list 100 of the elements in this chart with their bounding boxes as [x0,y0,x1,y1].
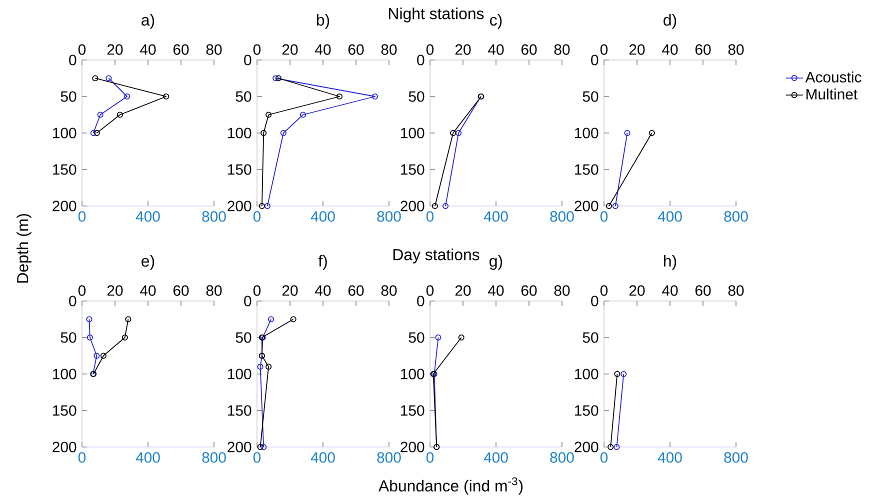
x2-tick-label: 80 [206,285,222,296]
y-tick-label: 50 [236,332,252,343]
x-tick-label: 400 [484,452,508,463]
x-tick-label: 800 [377,211,401,222]
chart-title: e) [142,254,154,270]
x2-tick-label: 0 [78,285,86,296]
y-tick-label: 150 [53,164,76,175]
y-tick-label: 0 [591,54,598,66]
x-tick-label: 400 [136,452,160,463]
x2-tick-label: 80 [381,44,397,55]
x2-tick-label: 20 [455,44,471,55]
y-tick-label: 100 [53,368,76,380]
x2-tick-label: 0 [78,44,86,55]
x-tick-label: 400 [658,452,682,463]
y-tick-label: 50 [408,91,424,102]
x2-tick-label: 20 [282,285,298,296]
y-tick-label: 50 [60,332,76,343]
x-tick-label: 0 [426,452,434,463]
point [122,334,128,341]
legend-label: Multinet [806,88,858,100]
point [266,112,272,118]
chart-title: g) [490,254,502,270]
point [450,130,456,136]
x-tick-label: 800 [724,452,748,463]
x2-tick-label: 0 [426,285,434,296]
x2-tick-label: 40 [488,285,504,296]
x2-tick-label: 60 [173,285,189,296]
y-tick-label: 50 [582,332,598,343]
chart-title: h) [664,254,676,270]
x2-tick-label: 60 [348,44,364,55]
x2-tick-label: 80 [206,44,222,55]
x2-tick-label: 0 [253,44,261,55]
x-tick-label: 800 [202,452,226,463]
x-tick-label: 0 [253,211,261,222]
x2-tick-label: 0 [426,44,434,55]
x-tick-label: 400 [658,211,682,222]
x-tick-label: 800 [202,211,226,222]
text: Night stations [389,8,484,22]
x2-tick-label: 40 [662,44,678,55]
x2-tick-label: 80 [381,285,397,296]
y-tick-label: 100 [401,368,424,380]
x-tick-label: 0 [600,211,608,222]
x2-tick-label: 40 [140,44,156,55]
x-tick-label: 0 [426,211,434,222]
y-tick-label: 0 [244,54,252,66]
x2-tick-label: 60 [695,285,711,296]
x2-tick-label: 20 [107,285,123,296]
y-tick-label: 100 [401,128,424,138]
point [100,352,106,359]
x2-tick-label: 80 [728,44,744,55]
x-tick-label: 0 [600,452,608,463]
x-tick-label: 400 [136,211,160,222]
text: Day stations [393,248,480,264]
y-tick-label: 0 [244,296,252,306]
y-tick-label: 0 [69,54,76,66]
x2-tick-label: 20 [282,44,298,55]
x2-tick-label: 60 [695,44,711,55]
y-tick-label: 150 [53,405,76,416]
x-tick-label: 800 [377,452,401,463]
y-tick-label: 0 [417,296,424,306]
x2-tick-label: 60 [173,44,189,55]
y-tick-label: 150 [575,164,598,175]
y-tick-label: 150 [228,164,252,175]
x2-tick-label: 40 [662,285,678,296]
y-tick-label: 50 [60,91,76,102]
y-tick-label: 200 [52,442,76,452]
y-tick-label: 200 [574,442,598,452]
x2-tick-label: 60 [348,285,364,296]
y-tick-label: 200 [400,200,424,212]
y-tick-label: 100 [575,368,598,380]
y-tick-label: 100 [228,368,252,380]
y-tick-label: 150 [575,405,598,416]
x2-tick-label: 40 [140,285,156,296]
x2-tick-label: 20 [629,44,645,55]
point [336,93,343,100]
chart-title: d) [664,14,676,29]
x2-tick-label: 20 [629,285,645,296]
y-tick-label: 150 [401,164,424,175]
x2-tick-label: 80 [728,285,744,296]
y-tick-label: 0 [69,296,76,306]
x-tick-label: 0 [78,211,86,222]
y-tick-label: 100 [575,128,598,138]
chart-title: a) [142,14,154,29]
y-tick-label: 200 [228,200,252,212]
chart-title: f) [318,254,327,270]
x2-tick-label: 0 [253,285,261,296]
y-tick-label: 150 [401,405,424,416]
x2-tick-label: 0 [600,285,608,296]
y-tick-label: 200 [52,200,76,212]
x2-tick-label: 60 [521,285,537,296]
x2-tick-label: 80 [554,285,570,296]
x-tick-label: 400 [310,211,335,222]
y-tick-label: 0 [417,54,424,66]
y-tick-label: 150 [228,405,252,416]
y-tick-label: 50 [408,332,424,343]
point [116,112,123,118]
y-tick-label: 200 [400,442,424,452]
y-tick-label: 200 [228,442,252,452]
y-tick-label: 200 [574,200,598,212]
x2-tick-label: 40 [315,285,331,296]
